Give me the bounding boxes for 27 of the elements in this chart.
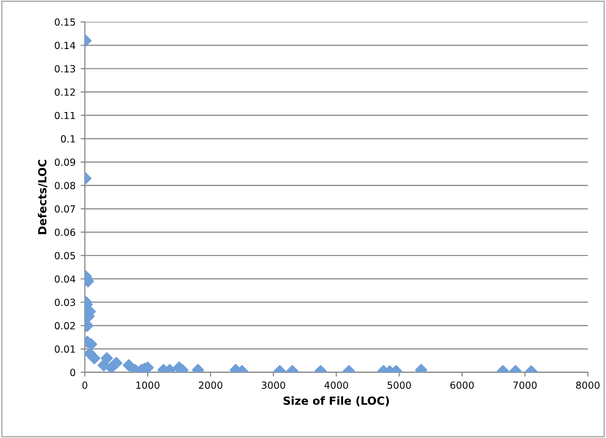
y-axis-title: Defects/LOC xyxy=(38,160,48,234)
x-tick-label: 7000 xyxy=(513,382,537,389)
y-tick-label: 0.04 xyxy=(54,275,76,283)
y-tick-label: 0.09 xyxy=(54,158,76,166)
y-tick-label: 0.14 xyxy=(54,42,76,50)
y-tick-label: 0.07 xyxy=(54,205,75,213)
x-tick-label: 2000 xyxy=(198,382,222,389)
x-tick-label: 0 xyxy=(82,382,88,389)
x-axis-title: Size of File (LOC) xyxy=(284,396,389,406)
x-tick-label: 3000 xyxy=(262,382,286,389)
y-tick-label: 0.11 xyxy=(54,112,75,120)
y-tick-label: 0.1 xyxy=(60,135,75,143)
x-tick-label: 6000 xyxy=(450,382,474,389)
y-tick-label: 0.03 xyxy=(54,298,76,306)
y-tick-label: 0.01 xyxy=(54,345,75,353)
x-tick-label: 4000 xyxy=(324,382,348,389)
y-tick-label: 0.06 xyxy=(54,228,76,236)
x-tick-label: 1000 xyxy=(136,382,160,389)
x-tick-label: 8000 xyxy=(576,382,600,389)
x-tick-label: 5000 xyxy=(388,382,411,389)
y-tick-label: 0.15 xyxy=(54,18,75,26)
y-tick-label: 0.08 xyxy=(54,182,76,190)
y-tick-label: 0 xyxy=(70,368,76,376)
y-tick-label: 0.12 xyxy=(54,88,75,96)
y-tick-label: 0.13 xyxy=(54,65,76,72)
y-tick-label: 0.02 xyxy=(54,322,75,330)
y-tick-label: 0.05 xyxy=(54,252,75,260)
